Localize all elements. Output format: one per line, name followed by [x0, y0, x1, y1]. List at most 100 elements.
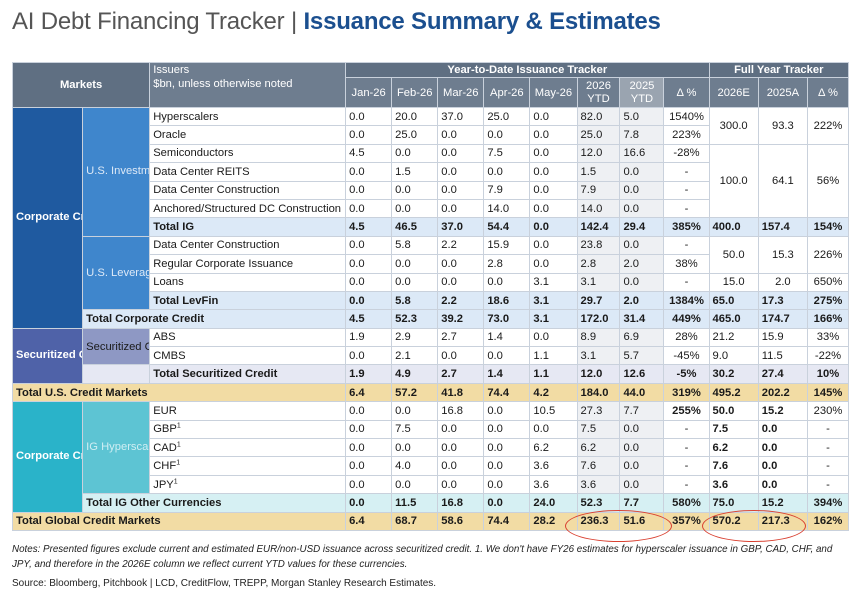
cell: 10.5 [529, 401, 578, 421]
cell: 37.0 [437, 106, 485, 127]
cell: 1.9 [345, 364, 393, 384]
cell-2025a: 17.3 [757, 290, 808, 311]
cell: 14.0 [483, 198, 531, 219]
cell: 4.5 [345, 217, 393, 237]
cell: 6.4 [345, 382, 393, 403]
footnote-marker: 1 [176, 422, 181, 430]
footnote-marker: 1 [176, 459, 181, 467]
cell-2025a: 0.0 [757, 456, 808, 476]
cell-delta: 223% [663, 125, 710, 145]
cell: 0.0 [483, 419, 531, 440]
cell-delta: -5% [663, 364, 710, 384]
cell: 4.0 [391, 456, 439, 476]
table-row: Regular Corporate Issuance 0.0 0.0 0.0 2… [13, 254, 849, 274]
cell: 0.0 [345, 493, 393, 513]
cell: 18.6 [483, 290, 531, 311]
table-row: Loans 0.0 0.0 0.0 0.0 3.1 3.1 0.0 - 15.0… [13, 272, 850, 292]
row-label: GBP [153, 423, 177, 436]
cell: 0.0 [529, 198, 578, 219]
cell-2026e: 7.6 [708, 456, 759, 476]
cell: 0.0 [345, 180, 393, 200]
cell-2026e: 465.0 [708, 309, 759, 329]
cell-2025a: 15.3 [757, 235, 808, 274]
cell: 0.0 [345, 474, 393, 495]
cell: 58.6 [437, 511, 485, 531]
cell-delta: - [663, 198, 710, 219]
cell: 52.3 [391, 309, 439, 329]
header-month: Jan-26 [345, 77, 393, 108]
cell-delta: 255% [663, 401, 710, 421]
cell-2026e: 65.0 [708, 290, 759, 311]
header-2025-ytd-suffix: YTD [630, 92, 654, 105]
cell-delta: 1384% [663, 290, 710, 311]
cell: 4.2 [529, 382, 578, 403]
cell-2025-ytd: 0.0 [619, 180, 665, 200]
cell-delta: 449% [663, 309, 710, 329]
cell-delta: - [663, 456, 710, 476]
cell-2026-ytd: 2.8 [576, 254, 621, 274]
cell-2025a: 2.0 [757, 272, 808, 292]
row-label: EUR [149, 401, 347, 421]
cell: 0.0 [529, 180, 578, 200]
cell-fy-delta: 56% [806, 143, 850, 219]
cell: 0.0 [437, 419, 485, 440]
cell: 7.5 [391, 419, 439, 440]
cell: 1.1 [529, 346, 578, 366]
cell: 0.0 [345, 272, 393, 292]
cell-2025a: 157.4 [757, 217, 808, 237]
cell: 6.2 [529, 438, 578, 458]
cell: 0.0 [391, 272, 439, 292]
cell-delta: 357% [663, 511, 710, 531]
cell-fy-delta: 33% [806, 327, 850, 348]
cell-2025-ytd: 5.7 [619, 346, 665, 366]
cell: 74.4 [483, 382, 531, 403]
cell-2026e: 6.2 [708, 438, 759, 458]
table-row: Corporate Credit (non-U.S.) IG Hyperscal… [11, 401, 850, 513]
cell: 15.9 [483, 235, 531, 256]
cell: 0.0 [345, 162, 393, 182]
cell-2025a: 202.2 [757, 382, 808, 403]
cell-2026-ytd: 12.0 [576, 143, 621, 164]
cell-2025-ytd: 0.0 [619, 272, 665, 292]
header-2025-ytd: 2025 YTD [619, 77, 665, 108]
cell: 0.0 [529, 143, 578, 164]
cell: 0.0 [483, 162, 531, 182]
cell: 0.0 [345, 419, 393, 440]
cell: 0.0 [483, 474, 531, 495]
cell: 74.4 [483, 511, 531, 531]
cell-delta: - [663, 419, 710, 440]
cell: 0.0 [529, 327, 578, 348]
cell-delta: 580% [663, 493, 710, 513]
row-label: CAD [153, 441, 177, 454]
row-label: Total IG Other Currencies [82, 493, 347, 513]
cell-2025-ytd: 44.0 [619, 382, 665, 403]
cell: 0.0 [391, 143, 439, 164]
cell: 0.0 [345, 346, 393, 366]
cell-2026-ytd: 3.6 [576, 474, 621, 495]
cell-2025-ytd: 7.7 [619, 401, 665, 421]
header-ytd-delta: Δ % [663, 77, 710, 108]
header-markets: Markets [11, 62, 151, 108]
source-text: Source: Bloomberg, Pitchbook | LCD, Cred… [12, 578, 437, 589]
spacer-cell [82, 364, 151, 384]
table-row-total: Total IG Other Currencies 0.0 11.5 16.8 … [13, 493, 850, 513]
cell-2025-ytd: 5.0 [619, 106, 665, 127]
row-label: Total IG [149, 217, 347, 237]
header-month: Apr-26 [483, 77, 531, 108]
cell-fy-delta: -22% [806, 346, 850, 366]
page-title: AI Debt Financing Tracker | Issuance Sum… [12, 8, 661, 36]
cell: 0.0 [437, 346, 485, 366]
cell: 3.6 [529, 474, 578, 495]
row-label: Total U.S. Credit Markets [11, 382, 347, 403]
cell: 1.5 [391, 162, 439, 182]
cell-delta: 319% [663, 382, 710, 403]
cell: 5.8 [391, 290, 439, 311]
cell: 16.8 [437, 401, 485, 421]
cell-delta: -28% [663, 143, 710, 164]
cell-2025-ytd: 0.0 [619, 456, 665, 476]
cell: 7.9 [483, 180, 531, 200]
cell: 0.0 [529, 125, 578, 145]
table-row: CMBS 0.0 2.1 0.0 0.0 1.1 3.1 5.7 -45% 9.… [13, 346, 850, 366]
cell-fy-delta: 275% [806, 290, 850, 311]
table-row-total: Total Securitized Credit 1.9 4.9 2.7 1.4… [13, 364, 850, 384]
